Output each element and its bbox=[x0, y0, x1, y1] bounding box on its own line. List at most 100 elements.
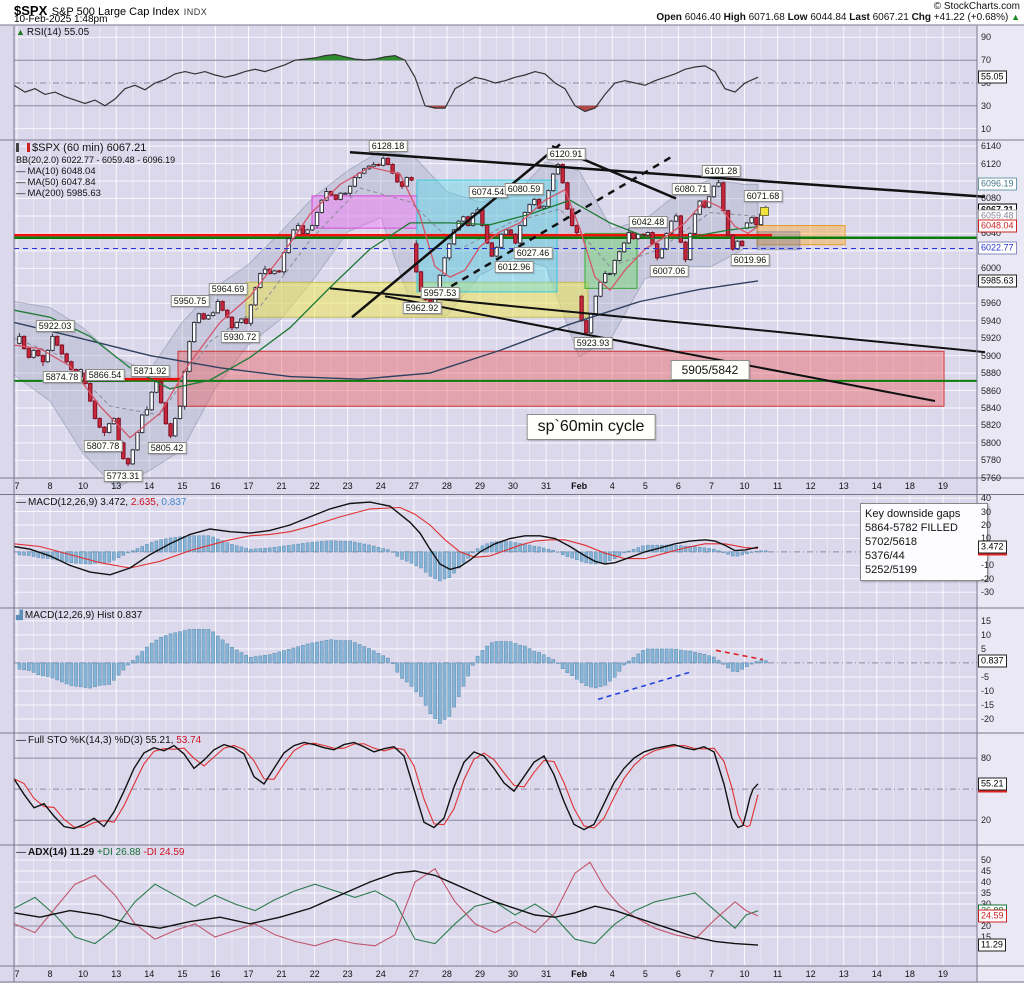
candle-up bbox=[669, 220, 674, 234]
hist-panel-bar bbox=[41, 662, 45, 677]
hist-panel-bar bbox=[291, 647, 296, 664]
candle-down bbox=[376, 163, 381, 166]
candle-up bbox=[106, 423, 112, 433]
hist-panel-bar bbox=[579, 662, 584, 684]
macd-hist-bar bbox=[726, 551, 730, 555]
hist-panel-bar bbox=[140, 651, 145, 664]
macd-hist-bar bbox=[423, 551, 428, 573]
candle-down bbox=[508, 229, 513, 235]
copyright: © StockCharts.com bbox=[933, 1, 1020, 12]
macd-hist-bar bbox=[461, 551, 466, 564]
macd-hist-bar bbox=[187, 535, 192, 553]
hist-panel-bar bbox=[612, 662, 617, 678]
macd-hist-bar bbox=[371, 545, 376, 553]
gaps-line-3: 5376/44 bbox=[865, 550, 905, 562]
hist-panel-bar bbox=[36, 662, 41, 675]
macd-hist-bar bbox=[282, 545, 286, 553]
candle-up bbox=[347, 185, 353, 194]
hist-panel-bar bbox=[239, 652, 244, 664]
macd-hist-bar bbox=[731, 551, 735, 557]
macd-hist-bar bbox=[395, 551, 400, 557]
macd-hist-bar bbox=[131, 550, 135, 553]
macd-hist-bar bbox=[697, 547, 702, 553]
hist-panel-bar bbox=[712, 656, 716, 664]
price-legend-title: $SPX (60 min) 6067.21 bbox=[16, 142, 146, 154]
macd-hist-bar bbox=[551, 549, 555, 553]
candle-up bbox=[517, 225, 523, 244]
candle-down bbox=[560, 163, 565, 184]
low-label: Low bbox=[787, 12, 808, 23]
candle-up bbox=[50, 335, 55, 351]
hist-panel-bar bbox=[215, 635, 220, 664]
adx-legend: — ADX(14) 11.29 +DI 26.88 -DI 24.59 bbox=[16, 847, 185, 858]
hist-panel-bar bbox=[367, 648, 371, 664]
candle-down bbox=[654, 243, 660, 259]
macd-hist-bar bbox=[338, 540, 343, 553]
hist-panel-bar bbox=[253, 656, 258, 664]
macd-hist-bar bbox=[178, 536, 182, 553]
hist-panel-bar bbox=[102, 662, 107, 686]
candle-up bbox=[735, 240, 740, 250]
macd-hist-bar bbox=[645, 544, 650, 553]
trendline bbox=[439, 155, 673, 294]
hist-panel-bar bbox=[574, 662, 579, 680]
macd-hist-bar bbox=[253, 548, 258, 553]
trendline bbox=[349, 150, 986, 198]
candle-up bbox=[130, 449, 135, 465]
candle-down bbox=[40, 355, 46, 363]
macd-hist-bar bbox=[641, 545, 645, 553]
candle-up bbox=[182, 370, 187, 407]
candle-down bbox=[418, 271, 424, 292]
candle-up bbox=[45, 349, 50, 363]
hist-panel-bar bbox=[187, 629, 192, 664]
hist-panel-bar bbox=[305, 643, 310, 664]
macd-hist-bar bbox=[400, 551, 404, 560]
candle-down bbox=[125, 458, 131, 465]
hist-panel-bar bbox=[447, 662, 452, 717]
hist-panel-bar bbox=[45, 662, 50, 677]
candle-down bbox=[678, 215, 683, 243]
macd-hist-bar bbox=[740, 551, 744, 556]
hist-panel-bar bbox=[508, 641, 513, 664]
macd-hist-bar bbox=[575, 551, 579, 560]
hist-panel-bar bbox=[759, 660, 763, 664]
macd-hist-bar bbox=[499, 541, 504, 553]
macd-hist-bar bbox=[702, 547, 707, 553]
macd-hist-bar bbox=[494, 541, 499, 553]
macd-hist-bar bbox=[315, 541, 319, 553]
macd-hist-bar bbox=[88, 551, 93, 565]
hist-panel-bar bbox=[277, 651, 282, 664]
macd-hist-bar bbox=[419, 551, 423, 569]
candle-down bbox=[584, 320, 589, 334]
macd-hist-bar bbox=[598, 551, 603, 564]
candle-up bbox=[187, 341, 192, 372]
macd-hist-bar bbox=[296, 543, 300, 553]
macd-hist-bar bbox=[216, 538, 220, 553]
candle-down bbox=[168, 423, 173, 437]
candle-up bbox=[196, 313, 202, 323]
hist-panel-bar bbox=[622, 662, 626, 666]
macd-hist-bar bbox=[386, 549, 390, 553]
histogram-icon: ▟ bbox=[16, 610, 23, 620]
sto-line-icon: — bbox=[16, 735, 26, 746]
hist-panel-bar bbox=[754, 661, 759, 664]
rsi-oversold-fill bbox=[577, 105, 600, 112]
macd-hist-bar bbox=[64, 551, 69, 563]
hist-panel-bar bbox=[272, 653, 277, 664]
hist-panel-bar bbox=[371, 650, 376, 664]
hist-panel-bar bbox=[338, 640, 343, 664]
highlight-box bbox=[311, 195, 418, 229]
candle-up bbox=[442, 257, 447, 276]
rsi-line bbox=[13, 53, 759, 113]
candle-up bbox=[140, 414, 145, 433]
candle-down bbox=[385, 157, 391, 165]
macd-hist-bar bbox=[206, 535, 211, 553]
hist-panel-bar bbox=[650, 648, 655, 664]
hist-panel-bar bbox=[163, 635, 168, 664]
hist-panel-bar bbox=[678, 649, 683, 664]
hist-panel-bar bbox=[50, 662, 55, 679]
macd-hist-bar bbox=[234, 545, 239, 553]
hist-panel-bar bbox=[664, 648, 669, 664]
macd-hist-bar bbox=[168, 537, 173, 553]
trendline bbox=[351, 143, 561, 319]
